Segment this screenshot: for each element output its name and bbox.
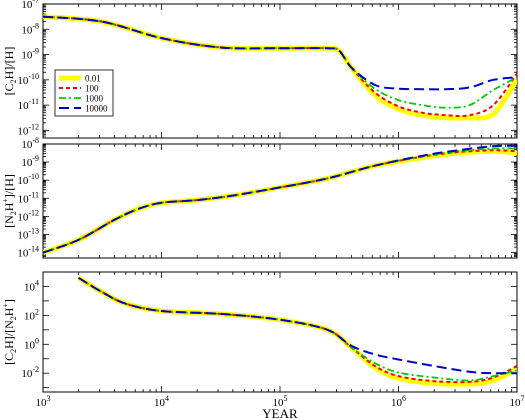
legend-label-10000: 10000 bbox=[85, 104, 108, 114]
y-tick-label: 10-2 bbox=[21, 365, 39, 380]
series-line-100 bbox=[77, 276, 517, 384]
y-tick-label: 104 bbox=[24, 278, 39, 293]
legend-label-1000: 1000 bbox=[85, 94, 104, 104]
legend-label-0.01: 0.01 bbox=[85, 74, 101, 84]
x-tick-label: 106 bbox=[391, 394, 406, 409]
series-line-10000 bbox=[77, 276, 517, 375]
y-tick-label: 10-8 bbox=[21, 21, 39, 36]
x-tick-label: 103 bbox=[36, 394, 51, 409]
series-line-10000 bbox=[43, 144, 517, 254]
y-tick-label: 10-14 bbox=[17, 245, 39, 260]
y-tick-label: 100 bbox=[24, 336, 39, 351]
series-line-100 bbox=[43, 149, 517, 254]
y-tick-label: 10-7 bbox=[21, 0, 39, 11]
series-line-1000 bbox=[78, 277, 517, 382]
series-line-1000 bbox=[43, 15, 517, 109]
series-line-1000 bbox=[43, 147, 517, 254]
x-tick-label: 104 bbox=[154, 394, 169, 409]
x-tick-label: 105 bbox=[273, 394, 288, 409]
series-line-10000 bbox=[43, 15, 517, 91]
y-tick-label: 10-12 bbox=[17, 122, 39, 137]
y-tick-label: 10-9 bbox=[21, 154, 39, 169]
panel-2: [N2H+]/[H] bbox=[1, 143, 518, 259]
y-tick-label: 10-11 bbox=[18, 97, 39, 112]
y-tick-label: 10-10 bbox=[17, 72, 39, 87]
y-tick-label: 10-8 bbox=[21, 136, 39, 151]
y-axis-label: [N2H+]/[H] bbox=[1, 174, 18, 228]
panel-3: [C2H]/[N2H+] YEAR bbox=[1, 271, 518, 420]
plot-frame bbox=[42, 143, 518, 259]
legend-label-100: 100 bbox=[85, 84, 99, 94]
y-axis-label: [C2H]/[N2H+] bbox=[1, 299, 18, 365]
series-line-100 bbox=[43, 15, 517, 118]
x-axis-label: YEAR bbox=[262, 406, 298, 420]
plot-frame bbox=[42, 271, 518, 393]
y-tick-label: 10-11 bbox=[18, 190, 39, 205]
x-tick-label: 107 bbox=[510, 394, 525, 409]
y-tick-label: 10-9 bbox=[21, 47, 39, 62]
y-tick-label: 10-12 bbox=[17, 208, 39, 223]
y-axis-label: [C2H]/[H] bbox=[2, 47, 18, 96]
series-line-0.01 bbox=[43, 148, 517, 255]
series-line-0.01 bbox=[77, 275, 517, 387]
y-tick-label: 102 bbox=[24, 307, 39, 322]
y-tick-label: 10-13 bbox=[17, 226, 39, 241]
series-line-0.01 bbox=[43, 14, 517, 121]
y-tick-label: 10-10 bbox=[17, 172, 39, 187]
